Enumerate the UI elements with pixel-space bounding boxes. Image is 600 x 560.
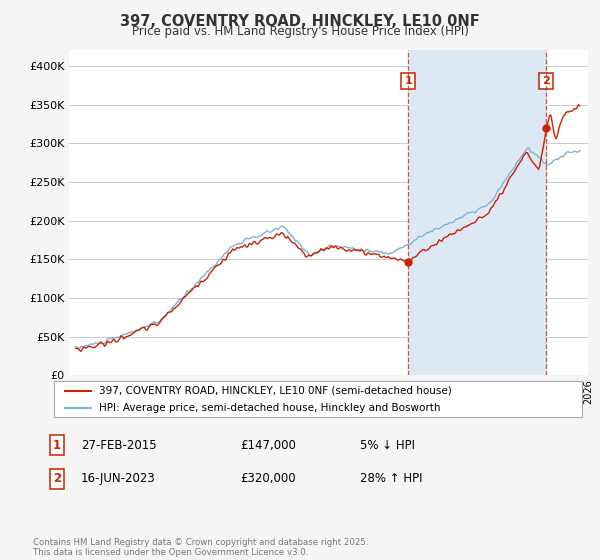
Bar bbox=[408, 50, 546, 375]
Text: 16-JUN-2023: 16-JUN-2023 bbox=[81, 472, 156, 486]
Text: £147,000: £147,000 bbox=[240, 438, 296, 452]
Text: 28% ↑ HPI: 28% ↑ HPI bbox=[360, 472, 422, 486]
Text: 1: 1 bbox=[404, 76, 412, 86]
Text: 2: 2 bbox=[53, 472, 61, 486]
Text: 2: 2 bbox=[542, 76, 550, 86]
Text: 397, COVENTRY ROAD, HINCKLEY, LE10 0NF (semi-detached house): 397, COVENTRY ROAD, HINCKLEY, LE10 0NF (… bbox=[99, 386, 452, 396]
Text: Contains HM Land Registry data © Crown copyright and database right 2025.
This d: Contains HM Land Registry data © Crown c… bbox=[33, 538, 368, 557]
Text: Price paid vs. HM Land Registry's House Price Index (HPI): Price paid vs. HM Land Registry's House … bbox=[131, 25, 469, 38]
Text: 397, COVENTRY ROAD, HINCKLEY, LE10 0NF: 397, COVENTRY ROAD, HINCKLEY, LE10 0NF bbox=[120, 14, 480, 29]
FancyBboxPatch shape bbox=[54, 381, 582, 417]
Text: HPI: Average price, semi-detached house, Hinckley and Bosworth: HPI: Average price, semi-detached house,… bbox=[99, 403, 440, 413]
Text: £320,000: £320,000 bbox=[240, 472, 296, 486]
Text: 5% ↓ HPI: 5% ↓ HPI bbox=[360, 438, 415, 452]
Text: 27-FEB-2015: 27-FEB-2015 bbox=[81, 438, 157, 452]
Text: 1: 1 bbox=[53, 438, 61, 452]
